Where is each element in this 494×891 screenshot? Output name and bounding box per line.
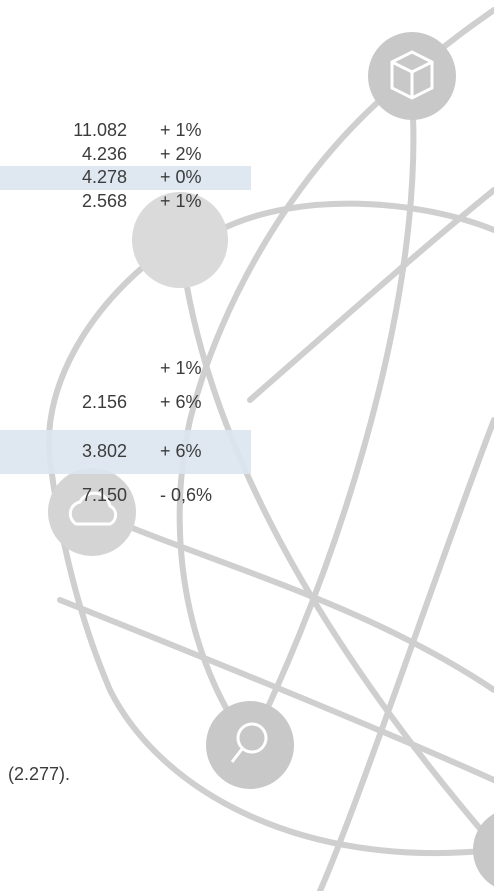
curve (87, 507, 494, 693)
row-highlight (0, 166, 251, 190)
node (206, 701, 294, 789)
row-value: 2.568 (82, 191, 127, 211)
row-change: - 0,6% (160, 485, 212, 505)
row-change: + 0% (160, 167, 202, 187)
background-network (45, 7, 494, 891)
curve (247, 72, 417, 748)
search-icon (236, 722, 268, 754)
row-change: + 2% (160, 144, 202, 164)
node (473, 813, 494, 887)
box-icon (390, 50, 434, 100)
curve (177, 237, 494, 848)
cloud-icon (68, 491, 118, 526)
curve (57, 597, 494, 783)
row-value: 3.802 (82, 441, 127, 461)
row-value: 4.236 (82, 144, 127, 164)
row-value: 4.278 (82, 167, 127, 187)
curve (45, 237, 494, 857)
search-icon-handle (230, 748, 244, 763)
curve (176, 72, 413, 748)
curve (317, 417, 494, 891)
curve (247, 187, 494, 403)
row-change: + 6% (160, 441, 202, 461)
footnote: (2.277). (8, 764, 70, 784)
node (48, 468, 136, 556)
row-value: 11.082 (73, 120, 127, 140)
row-value: 7.150 (82, 485, 127, 505)
row-change: + 1% (160, 120, 202, 140)
row-highlight (0, 430, 251, 474)
row-change: + 1% (160, 191, 202, 211)
row-change: + 1% (160, 358, 202, 378)
row-value: 2.156 (82, 392, 127, 412)
node (132, 192, 228, 288)
node-icons (68, 50, 434, 763)
row-change: + 6% (160, 392, 202, 412)
